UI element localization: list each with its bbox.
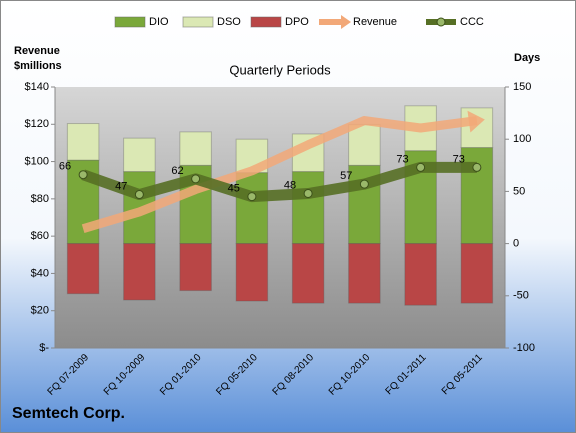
y2-axis-label: Days — [514, 52, 540, 64]
bar — [235, 243, 269, 302]
data-label: 73 — [396, 153, 408, 165]
point — [303, 188, 313, 198]
bar — [179, 131, 212, 166]
y-tick-label: $- — [39, 342, 49, 354]
chart-title: Quarterly Periods — [229, 62, 331, 77]
bar — [123, 243, 156, 301]
data-label: 66 — [59, 161, 71, 173]
data-label: 57 — [340, 170, 352, 182]
data-label: 73 — [453, 153, 465, 165]
y-tick-label: $120 — [25, 118, 49, 130]
footer: Semtech Corp. — [12, 405, 125, 422]
legend-swatch — [436, 17, 446, 27]
point — [191, 174, 201, 184]
data-label: 45 — [228, 183, 240, 195]
bar — [123, 137, 156, 173]
bar — [235, 172, 269, 245]
legend-label: DIO — [149, 16, 169, 28]
point — [472, 162, 482, 172]
y-tick-label: $20 — [31, 305, 49, 317]
line — [81, 116, 478, 233]
legend-swatch — [114, 16, 146, 28]
bar — [404, 243, 437, 306]
point — [247, 192, 257, 202]
data-label: 48 — [284, 179, 296, 191]
y-tick-label: $100 — [25, 155, 49, 167]
point — [78, 170, 88, 180]
bar — [291, 243, 325, 304]
y2-tick-label: 50 — [513, 185, 525, 197]
legend-label: Revenue — [353, 16, 397, 28]
bar — [66, 243, 100, 295]
y-tick-label: $80 — [31, 193, 49, 205]
bar — [460, 107, 494, 149]
point — [359, 179, 369, 189]
y2-tick-label: 0 — [513, 238, 519, 250]
legend-label: DPO — [285, 16, 309, 28]
y2-tick-label: -50 — [513, 290, 529, 302]
y-tick-label: $60 — [31, 230, 49, 242]
legend-swatch — [182, 16, 214, 28]
y2-tick-label: -100 — [513, 342, 535, 354]
y-tick-label: $40 — [31, 267, 49, 279]
data-label: 62 — [171, 165, 183, 177]
bar — [348, 243, 381, 304]
line — [81, 161, 477, 203]
bar — [460, 243, 494, 304]
point — [416, 162, 426, 172]
legend-label: CCC — [460, 16, 484, 28]
bar — [348, 124, 381, 166]
point — [134, 190, 144, 200]
bar — [179, 243, 212, 292]
data-label: 47 — [115, 180, 127, 192]
legend-label: DSO — [217, 16, 241, 28]
y-tick-label: $140 — [25, 81, 49, 93]
y2-tick-label: 100 — [513, 133, 531, 145]
y2-tick-label: 150 — [513, 81, 531, 93]
y-axis-label: Revenue $millions — [14, 45, 62, 72]
bar — [66, 123, 100, 161]
arrow-head — [467, 110, 485, 133]
legend-swatch — [341, 15, 351, 29]
legend-swatch — [250, 16, 282, 28]
bar — [291, 171, 325, 245]
